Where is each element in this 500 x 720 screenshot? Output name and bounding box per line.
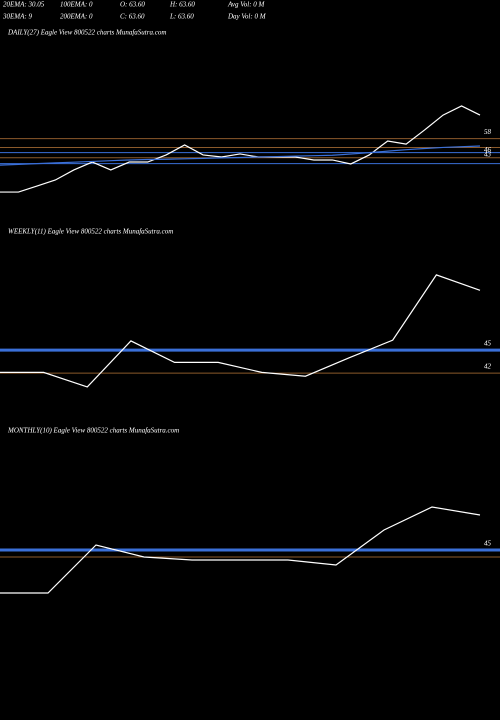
panel-title: DAILY(27) Eagle View 800522 charts Munaf…: [7, 29, 166, 37]
header: 20EMA: 30.05 100EMA: 0 O: 63.60 H: 63.60…: [2, 1, 267, 21]
header-text: L: 63.60: [169, 13, 194, 21]
series-line: [0, 145, 481, 166]
header-text: 20EMA: 30.05: [3, 1, 45, 9]
y-tick-label: 45: [484, 540, 492, 548]
header-text: Avg Vol: 0 M: [227, 1, 266, 9]
panel-title: WEEKLY(11) Eagle View 800522 charts Muna…: [8, 228, 173, 236]
header-text: H: 63.60: [169, 1, 195, 9]
y-tick-label: 46: [484, 146, 492, 154]
y-tick-label: 58: [484, 128, 492, 136]
header-text: 30EMA: 9: [2, 13, 32, 21]
header-text: Day Vol: 0 M: [227, 13, 267, 21]
y-tick-label: 45: [484, 340, 492, 348]
header-text: C: 63.60: [120, 13, 145, 21]
panel-title: MONTHLY(10) Eagle View 800522 charts Mun…: [7, 427, 179, 435]
y-tick-label: 42: [484, 363, 492, 371]
header-text: 100EMA: 0: [60, 1, 93, 9]
header-text: O: 63.60: [120, 1, 145, 9]
header-text: 200EMA: 0: [60, 13, 93, 21]
series-line: [0, 274, 481, 388]
series-line: [0, 105, 481, 193]
series-line: [0, 506, 481, 594]
y-tick-label: 43: [484, 150, 492, 158]
